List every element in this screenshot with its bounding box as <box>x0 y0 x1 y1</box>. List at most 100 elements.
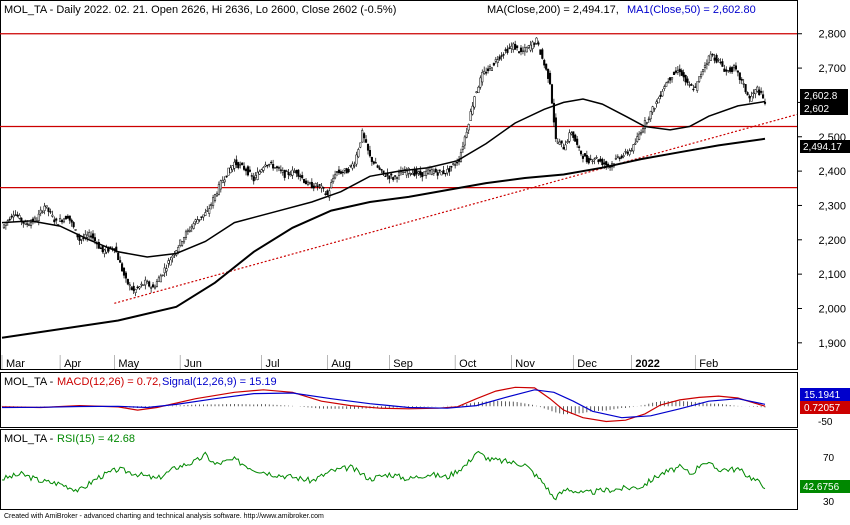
candle-body <box>419 170 422 176</box>
candle-body <box>543 59 546 66</box>
candle-body <box>332 178 335 183</box>
candle-body <box>421 172 424 178</box>
candle-body <box>91 233 95 239</box>
candle-body <box>365 139 368 143</box>
candle-body <box>115 246 118 253</box>
price-panel-frame <box>0 0 798 370</box>
candle-body <box>426 169 430 175</box>
candle-body <box>506 48 509 53</box>
x-tick-label: Oct <box>459 358 476 370</box>
candle-body <box>45 205 48 208</box>
candle-body <box>64 216 67 220</box>
candle-body <box>450 165 453 168</box>
x-tick-label: Dec <box>577 358 597 370</box>
candle-body <box>703 65 707 68</box>
candle-body <box>674 70 677 73</box>
candle-body <box>215 193 219 197</box>
candle-body <box>200 216 203 218</box>
candle-body <box>636 136 639 142</box>
candle-body <box>47 207 50 212</box>
candle-body <box>467 124 470 131</box>
candle-body <box>428 169 432 172</box>
candle-body <box>504 49 507 51</box>
candle-body <box>512 43 515 50</box>
candle-body <box>126 278 129 285</box>
candle-body <box>339 171 342 174</box>
candle-body <box>384 175 387 177</box>
macd-title-prefix: MOL_TA - <box>4 376 54 388</box>
candle-body <box>182 237 186 243</box>
candle-body <box>324 193 327 195</box>
candle-body <box>521 50 524 52</box>
candle-body <box>190 226 193 229</box>
candle-body <box>531 41 534 49</box>
candle-body <box>562 147 565 150</box>
candle-body <box>390 173 393 176</box>
candle-body <box>103 249 106 255</box>
candle-body <box>500 55 503 57</box>
candle-body <box>26 223 29 225</box>
candle-body <box>150 287 153 289</box>
candle-body <box>59 218 62 222</box>
candle-body <box>157 277 160 282</box>
candle-body <box>632 144 635 152</box>
candle-body <box>177 247 180 252</box>
candle-body <box>740 78 743 81</box>
support-resistance-lines <box>0 33 797 189</box>
candle-body <box>535 37 538 44</box>
candle-body <box>560 140 563 144</box>
candle-body <box>144 279 147 286</box>
candle-body <box>152 284 155 288</box>
candle-body <box>303 179 306 183</box>
candle-body <box>459 152 463 162</box>
candle-body <box>283 169 286 178</box>
candle-body <box>516 45 519 48</box>
candle-body <box>206 210 209 212</box>
candle-body <box>66 215 69 219</box>
candle-body <box>479 77 482 88</box>
candle-body <box>432 170 435 174</box>
candle-body <box>28 224 31 226</box>
candle-body <box>430 169 433 175</box>
candle-body <box>37 213 40 221</box>
candle-body <box>72 222 75 228</box>
price-y-tick-label: 1,900 <box>818 338 846 350</box>
candle-body <box>533 43 536 45</box>
candle-body <box>645 122 648 124</box>
candle-body <box>411 172 414 175</box>
candle-body <box>14 214 17 216</box>
candle-body <box>564 144 567 151</box>
candle-body <box>401 172 404 175</box>
rsi-line <box>1 450 766 501</box>
candle-body <box>630 149 633 152</box>
candle-body <box>634 142 637 145</box>
candle-body <box>396 177 399 179</box>
candle-body <box>628 150 631 155</box>
candle-body <box>140 283 143 286</box>
candle-body <box>659 94 662 97</box>
candle-body <box>454 164 457 166</box>
candle-body <box>471 105 474 115</box>
candle-body <box>134 289 137 293</box>
candle-body <box>585 154 588 163</box>
candle-body <box>363 133 366 139</box>
candle-body <box>264 164 267 167</box>
candle-body <box>260 169 263 173</box>
candle-body <box>578 146 581 148</box>
x-tick-label: Jul <box>265 358 279 370</box>
candle-body <box>661 91 664 97</box>
price-y-tick-label: 2,800 <box>818 29 846 41</box>
candle-body <box>80 239 83 241</box>
candle-body <box>287 171 290 176</box>
candle-body <box>212 197 215 207</box>
candle-body <box>219 180 222 190</box>
candle-body <box>49 211 52 213</box>
candle-body <box>595 157 598 159</box>
x-tick-label: Nov <box>515 358 535 370</box>
candle-body <box>382 170 385 174</box>
candle-body <box>527 45 530 48</box>
candle-body <box>343 168 346 171</box>
candle-body <box>223 179 226 183</box>
candle-body <box>510 45 513 49</box>
candle-body <box>640 132 643 135</box>
